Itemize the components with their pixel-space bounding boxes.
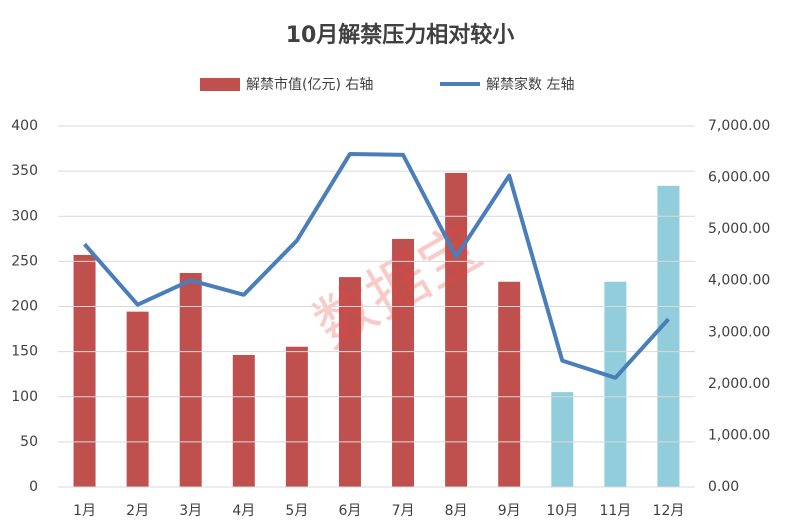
chart-title: 10月解禁压力相对较小 [286, 22, 515, 48]
x-tick-label: 7月 [392, 503, 415, 519]
y-tick-label: 0 [29, 479, 38, 495]
x-tick-label: 5月 [285, 503, 308, 519]
x-tick-label: 10月 [546, 503, 578, 519]
bar [179, 272, 202, 487]
bar [604, 281, 627, 487]
x-tick-label: 3月 [179, 503, 202, 519]
y-tick-label: 100 [11, 389, 38, 405]
bar [392, 238, 415, 487]
y-tick-label: 50 [20, 434, 38, 450]
y2-tick-label: 3,000.00 [708, 324, 770, 340]
bar [285, 346, 308, 487]
y-tick-label: 400 [11, 118, 38, 134]
bar [73, 254, 96, 487]
legend-swatch [200, 78, 240, 91]
y-tick-label: 350 [11, 163, 38, 179]
bar [338, 277, 361, 487]
bar [551, 392, 574, 487]
y2-tick-label: 7,000.00 [708, 118, 770, 134]
x-tick-label: 8月 [445, 503, 468, 519]
y-tick-label: 200 [11, 299, 38, 315]
x-tick-label: 6月 [338, 503, 361, 519]
x-tick-label: 11月 [599, 503, 631, 519]
x-tick-label: 1月 [73, 503, 96, 519]
y2-tick-label: 4,000.00 [708, 273, 770, 289]
y-tick-label: 250 [11, 253, 38, 269]
legend-label: 解禁家数 左轴 [486, 76, 574, 93]
bar [498, 281, 521, 487]
y-tick-label: 150 [11, 344, 38, 360]
bar [232, 354, 255, 487]
y2-tick-label: 5,000.00 [708, 221, 770, 237]
y2-tick-label: 2,000.00 [708, 376, 770, 392]
x-tick-label: 4月 [232, 503, 255, 519]
y2-tick-label: 0.00 [708, 479, 739, 495]
x-tick-label: 9月 [498, 503, 521, 519]
bar [126, 311, 149, 487]
y2-tick-label: 1,000.00 [708, 427, 770, 443]
y2-tick-label: 6,000.00 [708, 170, 770, 186]
y-tick-label: 300 [11, 208, 38, 224]
line [83, 151, 670, 380]
legend-label: 解禁市值(亿元) 右轴 [246, 76, 373, 93]
x-tick-label: 2月 [126, 503, 149, 519]
x-tick-label: 12月 [653, 503, 685, 519]
